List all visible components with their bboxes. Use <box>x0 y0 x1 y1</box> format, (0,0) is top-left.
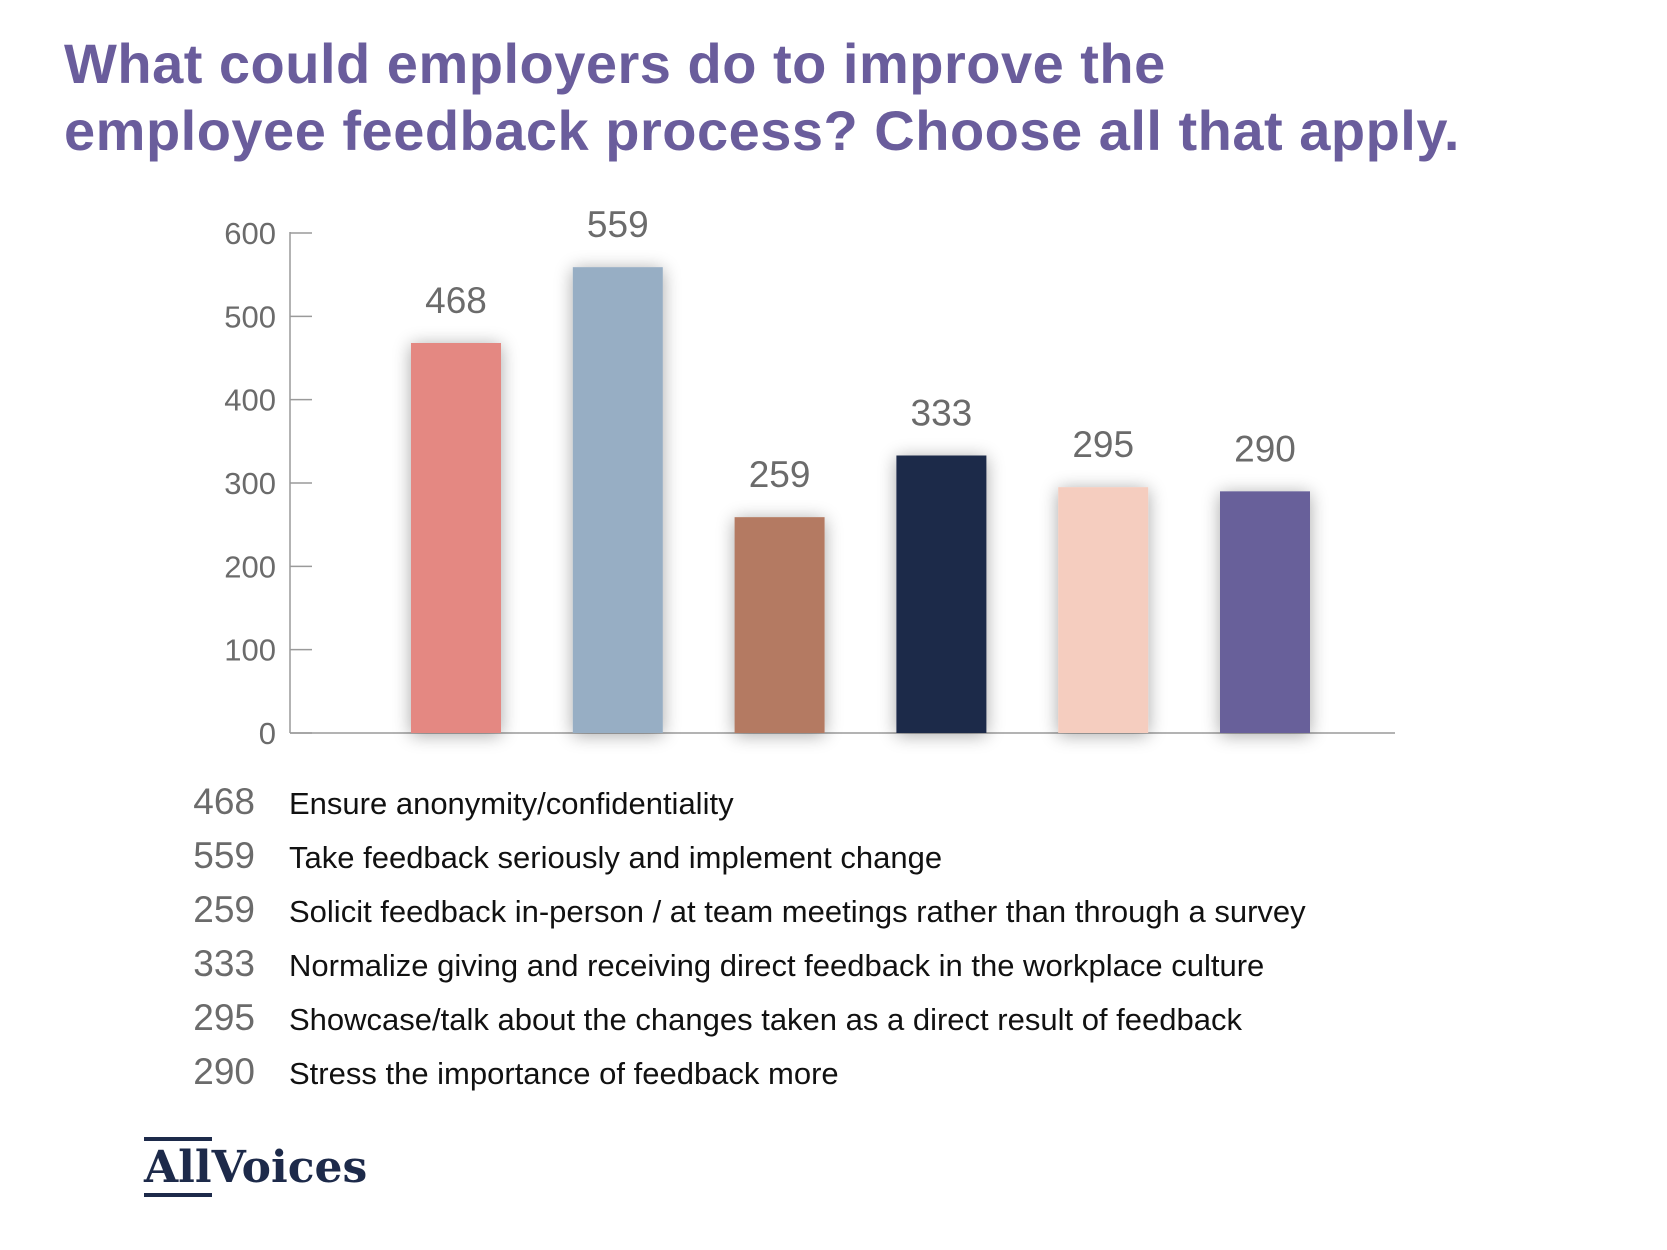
bar-value-label: 295 <box>1072 424 1134 465</box>
chart-title: What could employers do to improve the e… <box>64 30 1624 164</box>
y-tick-label: 0 <box>259 716 276 751</box>
legend: 468 Ensure anonymity/confidentiality 559… <box>150 780 1550 1104</box>
allvoices-logo: AllVoices <box>144 1133 367 1203</box>
legend-value: 559 <box>193 835 255 876</box>
bar <box>572 267 663 733</box>
chart-title-line-1: What could employers do to improve the <box>64 32 1166 95</box>
bar-value-label: 290 <box>1234 428 1296 469</box>
y-tick-label: 200 <box>224 549 276 584</box>
bar-value-label: 559 <box>587 204 649 245</box>
axes: 0 100 200 300 400 500 600 <box>224 216 1395 751</box>
legend-label: Showcase/talk about the changes taken as… <box>289 1002 1242 1037</box>
bar <box>1220 491 1310 733</box>
y-tick-label: 100 <box>224 633 276 668</box>
legend-value: 333 <box>193 943 255 984</box>
bar-value-label: 468 <box>425 280 487 321</box>
legend-row: 559 Take feedback seriously and implemen… <box>150 834 1550 888</box>
y-tick-label: 600 <box>224 216 276 251</box>
legend-row: 295 Showcase/talk about the changes take… <box>150 996 1550 1050</box>
chart-title-line-2: employee feedback process? Choose all th… <box>64 99 1460 162</box>
y-tick-label: 300 <box>224 466 276 501</box>
bar <box>734 517 825 733</box>
logo-part-all: All <box>144 1133 212 1203</box>
logo-part-voices: Voices <box>211 1142 368 1193</box>
bars <box>411 267 1310 733</box>
bar-chart: 0 100 200 300 400 500 600 468 559 259 333 295 290 <box>224 204 1395 751</box>
data-labels: 468 559 259 333 295 290 <box>425 204 1296 495</box>
legend-row: 468 Ensure anonymity/confidentiality <box>150 780 1550 834</box>
legend-row: 333 Normalize giving and receiving direc… <box>150 942 1550 996</box>
legend-label: Normalize giving and receiving direct fe… <box>289 948 1265 983</box>
legend-row: 259 Solicit feedback in-person / at team… <box>150 888 1550 942</box>
bar <box>1058 487 1149 733</box>
legend-row: 290 Stress the importance of feedback mo… <box>150 1050 1550 1104</box>
legend-value: 295 <box>193 997 255 1038</box>
y-tick-label: 400 <box>224 383 276 418</box>
legend-label: Take feedback seriously and implement ch… <box>289 840 943 875</box>
legend-value: 290 <box>193 1051 255 1092</box>
legend-label: Ensure anonymity/confidentiality <box>289 786 734 821</box>
legend-value: 259 <box>193 889 255 930</box>
legend-label: Stress the importance of feedback more <box>289 1056 839 1091</box>
y-tick-label: 500 <box>224 299 276 334</box>
bar <box>896 455 987 733</box>
bar-value-label: 259 <box>749 454 811 495</box>
bar <box>411 343 501 733</box>
legend-value: 468 <box>193 781 255 822</box>
legend-label: Solicit feedback in-person / at team mee… <box>289 894 1306 929</box>
bar-value-label: 333 <box>911 393 973 434</box>
